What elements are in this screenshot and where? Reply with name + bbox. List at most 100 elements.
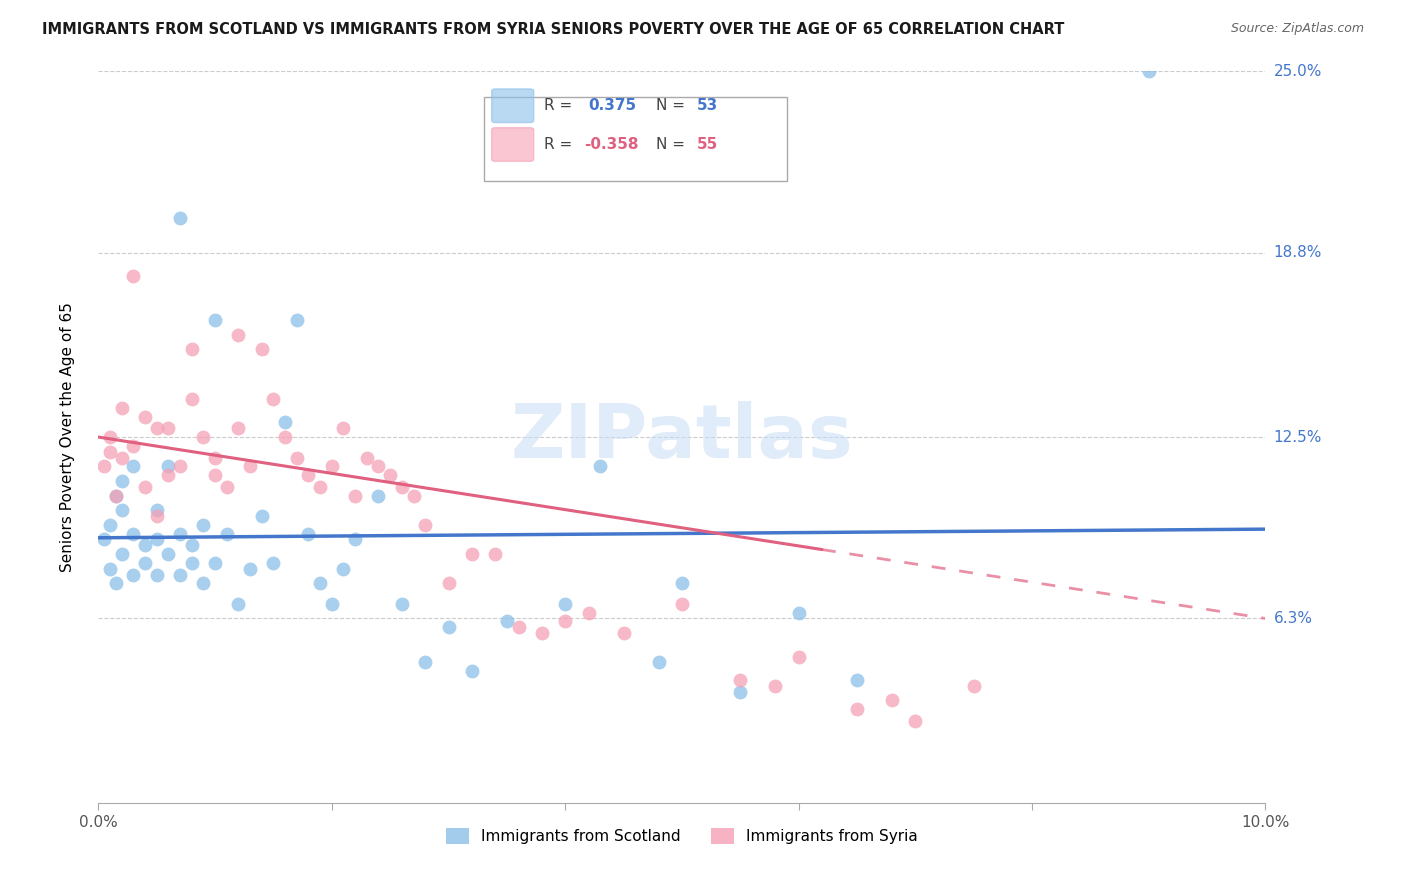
Point [1137,64,1160,78]
Point [880,693,903,707]
Point [413,656,436,670]
Point [111,450,134,465]
Point [98,444,121,458]
Point [111,547,134,561]
Point [228,327,250,342]
Point [391,597,413,611]
Point [193,576,215,591]
Point [508,620,530,634]
Point [111,474,134,488]
Point [344,533,367,547]
Point [180,556,202,570]
Point [122,459,145,474]
Legend: Immigrants from Scotland, Immigrants from Syria: Immigrants from Scotland, Immigrants fro… [440,822,924,850]
Point [496,615,519,629]
Text: N =: N = [657,98,690,113]
Point [111,503,134,517]
FancyBboxPatch shape [492,89,534,122]
Point [344,489,367,503]
Point [367,459,389,474]
Point [321,459,343,474]
FancyBboxPatch shape [484,97,787,181]
Point [204,468,226,483]
Text: 6.3%: 6.3% [1274,611,1313,626]
Point [104,576,127,591]
Point [180,392,202,406]
Text: N =: N = [657,137,690,152]
Point [285,450,308,465]
Point [98,430,121,444]
Point [671,597,693,611]
Point [239,459,262,474]
Point [134,556,156,570]
Text: 53: 53 [697,98,718,113]
Point [157,421,180,435]
Point [134,409,156,424]
Point [612,626,634,640]
Point [530,626,553,640]
Point [763,679,786,693]
Point [157,547,180,561]
Point [228,421,250,435]
Point [332,421,354,435]
Point [228,597,250,611]
Point [730,673,752,687]
Point [215,480,238,494]
Point [146,509,169,524]
Text: 0.375: 0.375 [589,98,637,113]
Text: ZIPatlas: ZIPatlas [510,401,853,474]
Point [262,556,284,570]
Point [93,533,115,547]
Point [204,556,226,570]
Text: 12.5%: 12.5% [1274,430,1322,444]
Point [104,489,127,503]
Point [647,656,669,670]
Point [356,450,378,465]
Point [962,679,984,693]
Point [98,517,121,532]
Point [111,401,134,415]
Point [239,562,262,576]
Point [297,526,319,541]
Point [204,313,226,327]
Text: Source: ZipAtlas.com: Source: ZipAtlas.com [1230,22,1364,36]
Point [309,480,332,494]
Point [846,702,869,716]
Text: -0.358: -0.358 [583,137,638,152]
Point [193,517,215,532]
Point [380,468,402,483]
Point [589,459,612,474]
Point [169,211,191,225]
Point [180,343,202,357]
Point [215,526,238,541]
Point [169,567,191,582]
Point [262,392,284,406]
Point [554,597,576,611]
Point [367,489,389,503]
Point [134,480,156,494]
Point [122,526,145,541]
FancyBboxPatch shape [492,128,534,161]
Point [461,547,484,561]
Point [122,269,145,284]
Point [250,343,273,357]
Point [321,597,343,611]
Point [309,576,332,591]
Point [730,684,752,698]
Point [146,567,169,582]
Point [157,468,180,483]
Point [122,439,145,453]
Point [332,562,354,576]
Point [104,489,127,503]
Point [157,459,180,474]
Point [250,509,273,524]
Point [98,562,121,576]
Point [169,459,191,474]
Point [554,615,576,629]
Point [578,606,600,620]
Text: 25.0%: 25.0% [1274,64,1322,78]
Point [402,489,425,503]
Point [180,538,202,552]
Point [146,533,169,547]
Point [437,620,460,634]
